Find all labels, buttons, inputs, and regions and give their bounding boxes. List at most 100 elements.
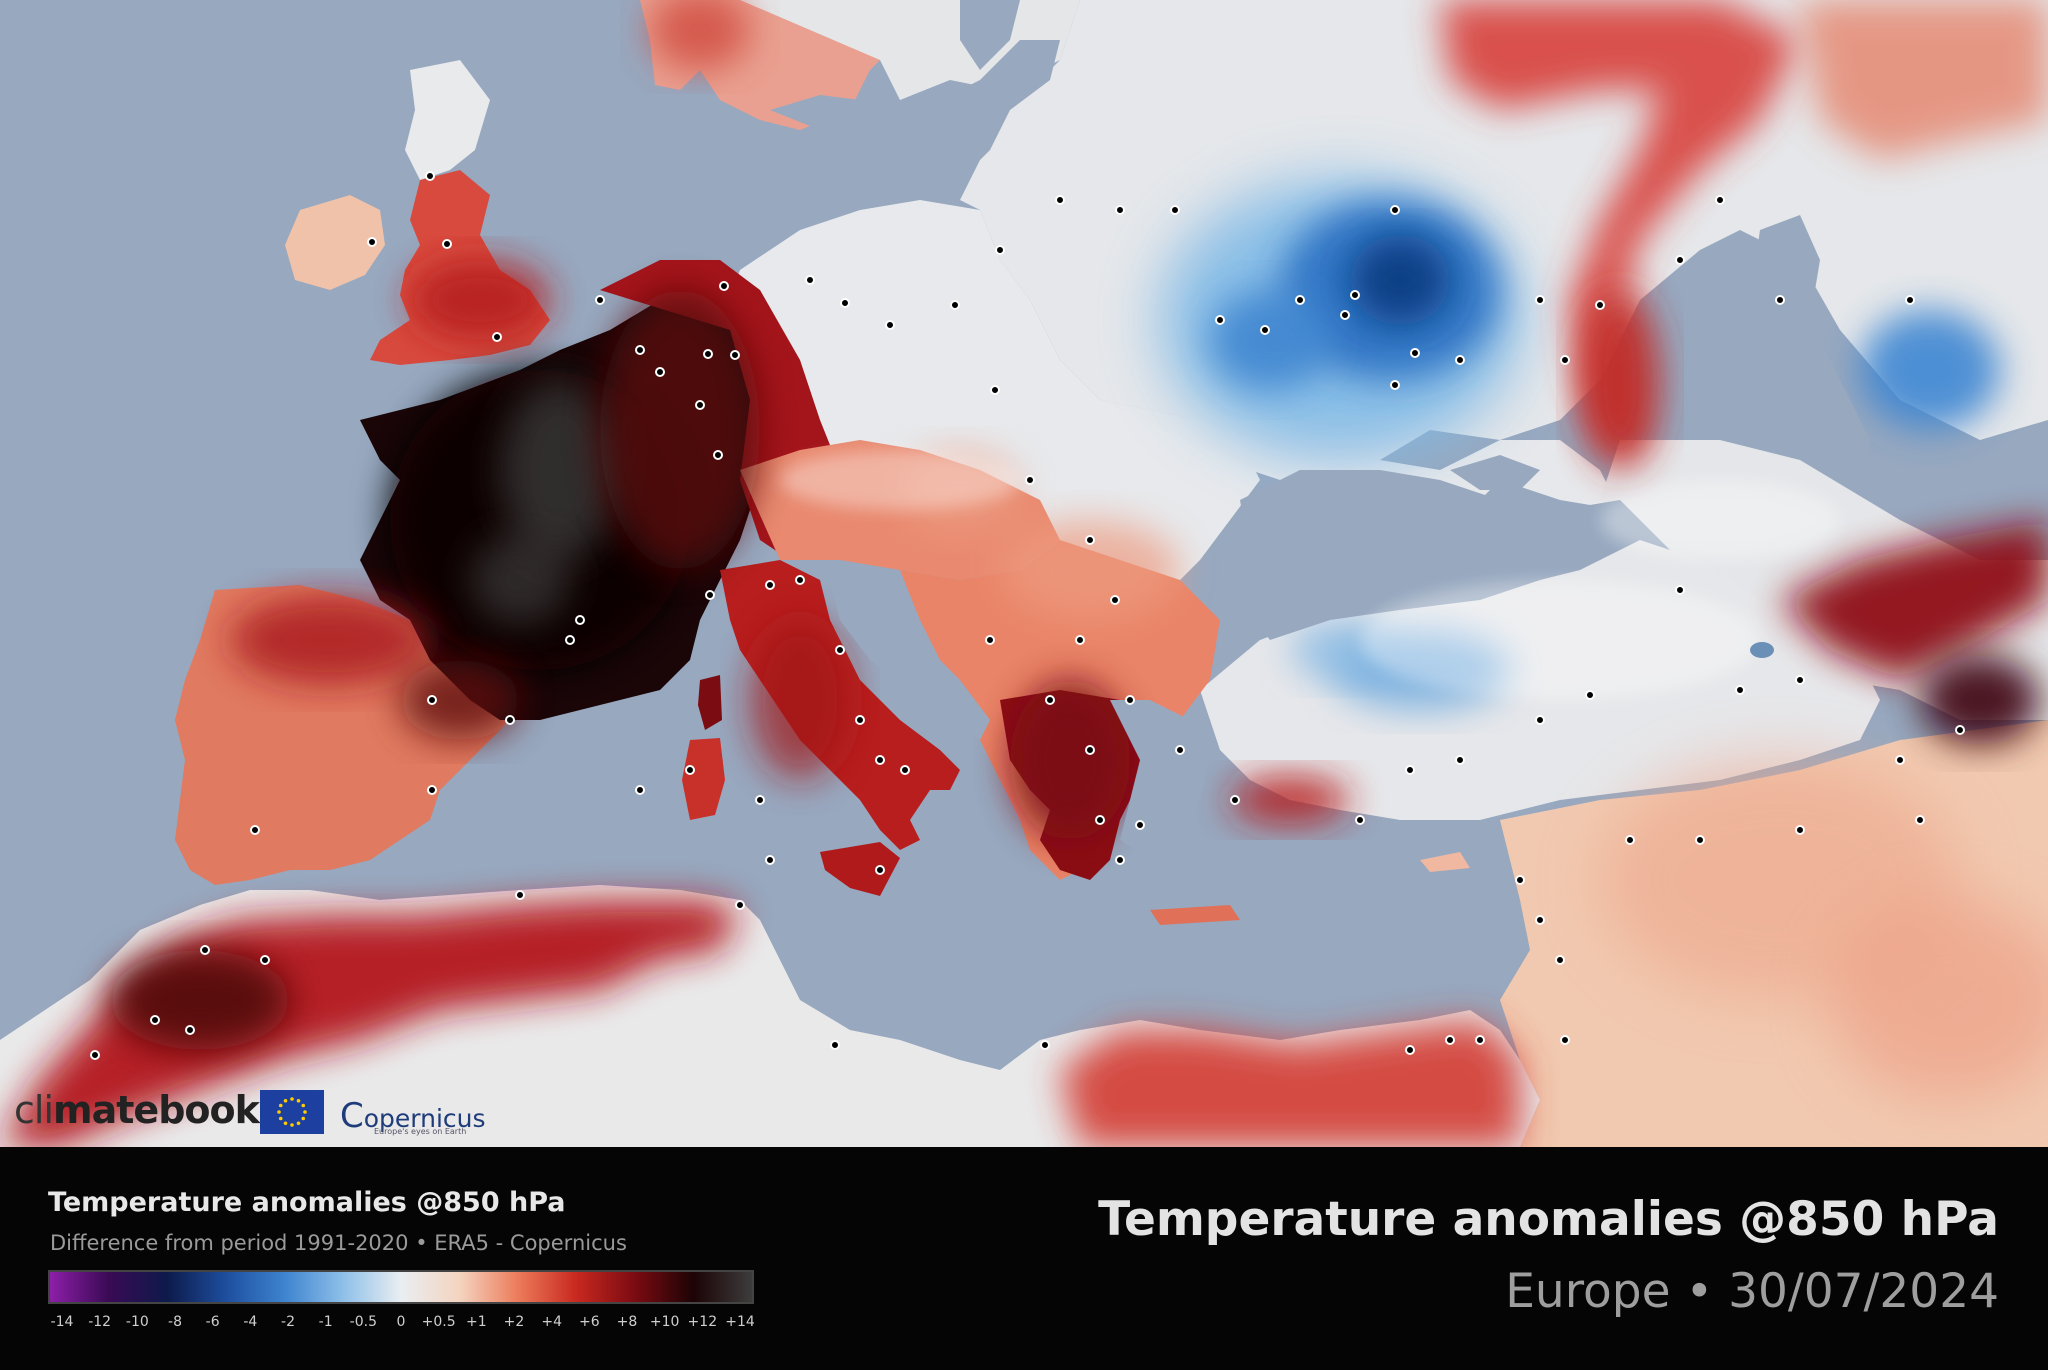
city-dot	[427, 695, 437, 705]
city-dot	[1535, 295, 1545, 305]
copernicus-logo: Copernicus	[340, 1096, 486, 1136]
colorbar-tick-label: -2	[281, 1314, 295, 1330]
city-dot	[1955, 725, 1965, 735]
city-dot	[1715, 195, 1725, 205]
city-dot	[1045, 695, 1055, 705]
city-dot	[1355, 815, 1365, 825]
city-dot	[1075, 635, 1085, 645]
city-dot	[1515, 875, 1525, 885]
sea-north	[520, 100, 720, 260]
land-cyprus	[1420, 852, 1470, 872]
colorbar-tick-label: +4	[541, 1314, 562, 1330]
anomaly-map	[0, 0, 2048, 1147]
city-dot	[1410, 348, 1420, 358]
city-dot	[1340, 310, 1350, 320]
city-dot	[1390, 380, 1400, 390]
colorbar-tick-label: -0.5	[349, 1314, 377, 1330]
land-sicily	[820, 842, 900, 896]
city-dot	[1795, 675, 1805, 685]
city-dot	[565, 635, 575, 645]
city-dot	[1260, 325, 1270, 335]
city-dot	[1170, 205, 1180, 215]
relief-shading	[780, 450, 1840, 700]
city-dot	[1110, 595, 1120, 605]
city-dot	[719, 281, 729, 291]
colorbar-tick-label: -12	[88, 1314, 112, 1330]
city-dot	[655, 367, 665, 377]
city-dot	[1675, 255, 1685, 265]
city-dot	[885, 320, 895, 330]
city-dot	[442, 239, 452, 249]
city-dot	[835, 645, 845, 655]
land-ireland	[285, 195, 385, 290]
city-dot	[200, 945, 210, 955]
land-crete	[1150, 905, 1240, 925]
legend-subtitle: Difference from period 1991-2020 • ERA5 …	[50, 1231, 627, 1255]
city-dot	[427, 785, 437, 795]
city-dot	[1175, 745, 1185, 755]
colorbar-tick-label: -10	[125, 1314, 149, 1330]
colorbar-tick-label: +12	[687, 1314, 718, 1330]
sea-bothnia	[960, 0, 1020, 70]
sea-adriatic	[830, 580, 990, 740]
city-dot	[1695, 835, 1705, 845]
city-dot	[1085, 535, 1095, 545]
city-dot	[1905, 295, 1915, 305]
sea-baltic	[770, 40, 1060, 180]
colorbar-tick-label: +2	[503, 1314, 525, 1330]
city-dot	[985, 635, 995, 645]
city-dot	[805, 275, 815, 285]
city-dot	[1560, 355, 1570, 365]
city-dots	[90, 171, 1965, 1060]
city-dot	[1585, 690, 1595, 700]
city-dot	[1055, 195, 1065, 205]
city-dot	[840, 298, 850, 308]
city-dot	[703, 349, 713, 359]
city-dot	[875, 755, 885, 765]
city-dot	[1455, 355, 1465, 365]
city-dot	[90, 1050, 100, 1060]
city-dot	[900, 765, 910, 775]
city-dot	[995, 245, 1005, 255]
city-dot	[730, 350, 740, 360]
city-dot	[1230, 795, 1240, 805]
city-dot	[1095, 815, 1105, 825]
city-dot	[1135, 820, 1145, 830]
colorbar-tick-label: +10	[649, 1314, 680, 1330]
colorbar-tick-label: +0.5	[421, 1314, 456, 1330]
city-dot	[1350, 290, 1360, 300]
city-dot	[492, 332, 502, 342]
land-corsica	[698, 675, 722, 730]
land-sardinia	[682, 738, 725, 820]
city-dot	[1215, 315, 1225, 325]
colorbar-tick-label: 0	[396, 1314, 406, 1330]
city-dot	[713, 450, 723, 460]
colorbar-tick-label: +8	[616, 1314, 638, 1330]
city-dot	[765, 855, 775, 865]
city-dot	[505, 715, 515, 725]
city-dot	[875, 865, 885, 875]
city-dot	[1675, 585, 1685, 595]
city-dot	[185, 1025, 195, 1035]
city-dot	[755, 795, 765, 805]
city-dot	[1595, 300, 1605, 310]
colorbar-tick-label: -1	[318, 1314, 333, 1330]
main-subtitle: Europe • 30/07/2024	[1505, 1264, 1999, 1319]
city-dot	[1115, 205, 1125, 215]
city-dot	[1560, 1035, 1570, 1045]
city-dot	[250, 825, 260, 835]
main-title: Temperature anomalies @850 hPa	[1098, 1192, 1999, 1247]
land-central-europe	[720, 200, 1260, 620]
city-dot	[595, 295, 605, 305]
city-dot	[1625, 835, 1635, 845]
city-dot	[1115, 855, 1125, 865]
lake-van	[1750, 642, 1774, 658]
city-dot	[150, 1015, 160, 1025]
city-dot	[575, 615, 585, 625]
colorbar-tick-label: -6	[205, 1314, 220, 1330]
city-dot	[765, 580, 775, 590]
sea-caspian	[1750, 215, 1870, 480]
city-dot	[1125, 695, 1135, 705]
sea-aegean	[1110, 700, 1210, 860]
city-dot	[1775, 295, 1785, 305]
